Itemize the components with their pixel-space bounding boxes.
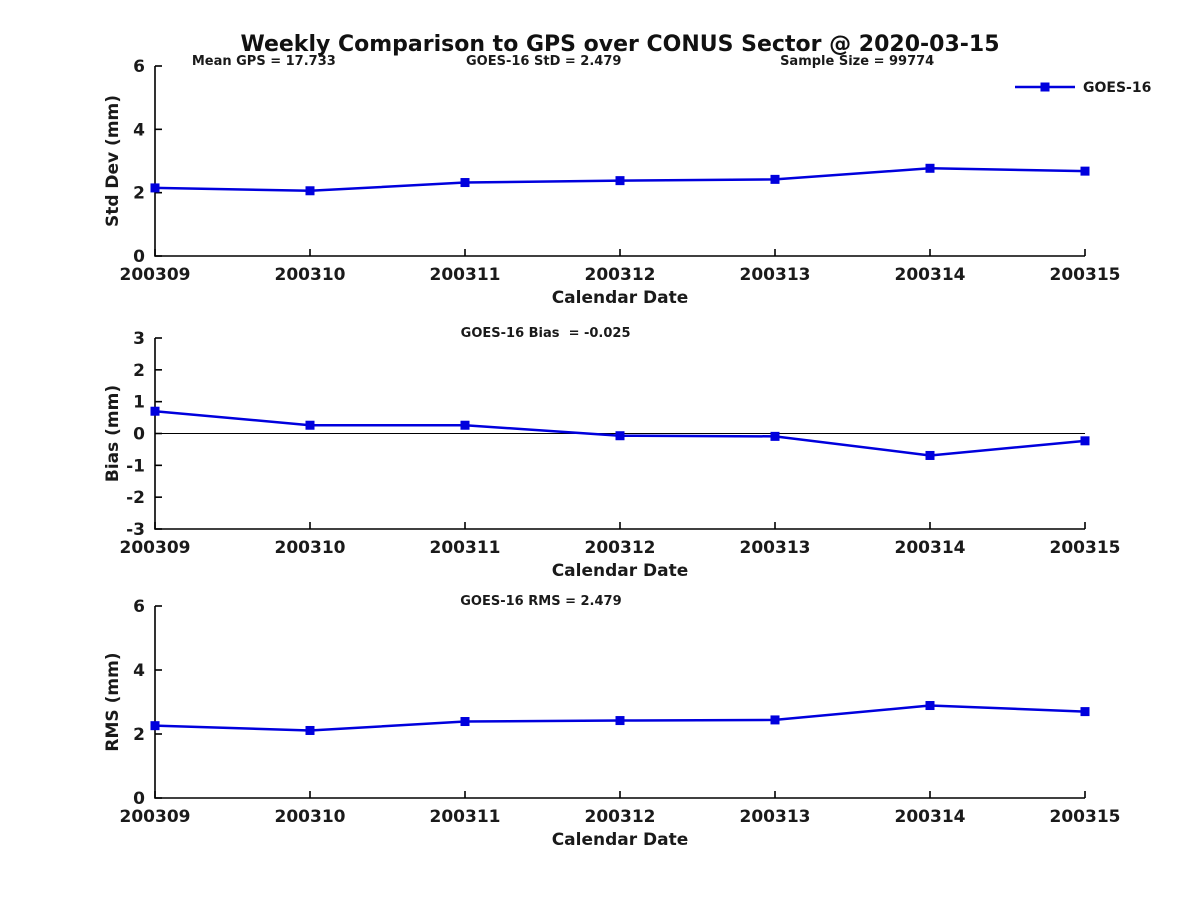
x-tick-label: 200310 [275,807,346,827]
y-axis-label: Bias (mm) [103,385,123,482]
data-point-marker [460,717,470,727]
x-tick-label: 200309 [120,265,191,285]
x-tick-label: 200312 [585,538,656,558]
y-tick-label: 3 [133,329,145,349]
data-point-marker [615,716,625,726]
data-point-marker [305,725,315,735]
x-tick-label: 200310 [275,538,346,558]
x-tick-label: 200314 [895,538,966,558]
x-tick-label: 200313 [740,265,811,285]
data-point-marker [615,176,625,186]
data-point-marker [925,450,935,460]
y-tick-label: 6 [133,57,145,77]
y-tick-label: 2 [133,725,145,745]
stat-annotation: GOES-16 RMS = 2.479 [460,594,621,609]
legend-label: GOES-16 [1083,80,1151,96]
x-tick-label: 200314 [895,807,966,827]
x-axis-label: Calendar Date [552,830,689,850]
x-tick-label: 200309 [120,807,191,827]
stat-annotation: GOES-16 StD = 2.479 [466,54,621,69]
y-tick-label: 6 [133,597,145,617]
data-point-marker [1080,436,1090,446]
subplot-rms: 200309 200310 200311 200312 200313 200314 2003… [103,594,1120,850]
y-tick-label: 0 [133,247,145,267]
data-point-marker [150,721,160,731]
legend-marker [1040,82,1050,92]
subplot-bias: 200309 200310 200311 200312 200313 200314 2003… [103,326,1120,581]
x-axis-label: Calendar Date [552,561,689,581]
y-tick-label: 0 [133,425,145,445]
data-point-marker [770,715,780,725]
data-point-marker [925,163,935,173]
x-tick-label: 200312 [585,807,656,827]
y-tick-label: -2 [126,488,145,508]
subplots-container: 200309 200310 200311 200312 200313 200314 2003… [103,54,1151,850]
y-axis-label: Std Dev (mm) [103,95,123,227]
x-tick-label: 200309 [120,538,191,558]
x-axis-label: Calendar Date [552,288,689,308]
data-point-marker [770,174,780,184]
legend: GOES-16 [1015,80,1151,96]
y-tick-label: 2 [133,184,145,204]
x-tick-label: 200314 [895,265,966,285]
x-tick-label: 200315 [1050,538,1121,558]
axis-spines [154,606,1085,799]
x-tick-label: 200310 [275,265,346,285]
x-tick-label: 200315 [1050,807,1121,827]
y-axis-label: RMS (mm) [103,652,123,751]
x-tick-label: 200311 [430,538,501,558]
data-point-marker [460,178,470,188]
stat-annotation: GOES-16 Bias = -0.025 [461,326,631,341]
x-tick-label: 200313 [740,538,811,558]
x-tick-label: 200311 [430,807,501,827]
y-tick-label: 2 [133,361,145,381]
x-tick-label: 200312 [585,265,656,285]
data-point-marker [925,701,935,711]
data-point-marker [305,186,315,196]
data-point-marker [615,431,625,441]
data-point-marker [305,420,315,430]
y-tick-label: -1 [126,456,145,476]
y-tick-label: 4 [133,120,145,140]
x-tick-label: 200313 [740,807,811,827]
data-point-marker [770,431,780,441]
subplot-std-dev: 200309 200310 200311 200312 200313 200314 2003… [103,54,1151,308]
y-tick-label: 1 [133,393,145,413]
data-point-marker [150,183,160,193]
data-point-marker [150,406,160,416]
x-tick-label: 200315 [1050,265,1121,285]
y-tick-label: 4 [133,661,145,681]
y-tick-label: 0 [133,789,145,809]
y-tick-label: -3 [126,520,145,540]
stat-annotation: Mean GPS = 17.733 [192,54,336,69]
data-point-marker [460,420,470,430]
data-point-marker [1080,166,1090,176]
figure-title: Weekly Comparison to GPS over CONUS Sect… [240,32,999,57]
axis-spines [154,66,1085,257]
data-point-marker [1080,707,1090,717]
stat-annotation: Sample Size = 99774 [780,54,934,69]
x-tick-label: 200311 [430,265,501,285]
